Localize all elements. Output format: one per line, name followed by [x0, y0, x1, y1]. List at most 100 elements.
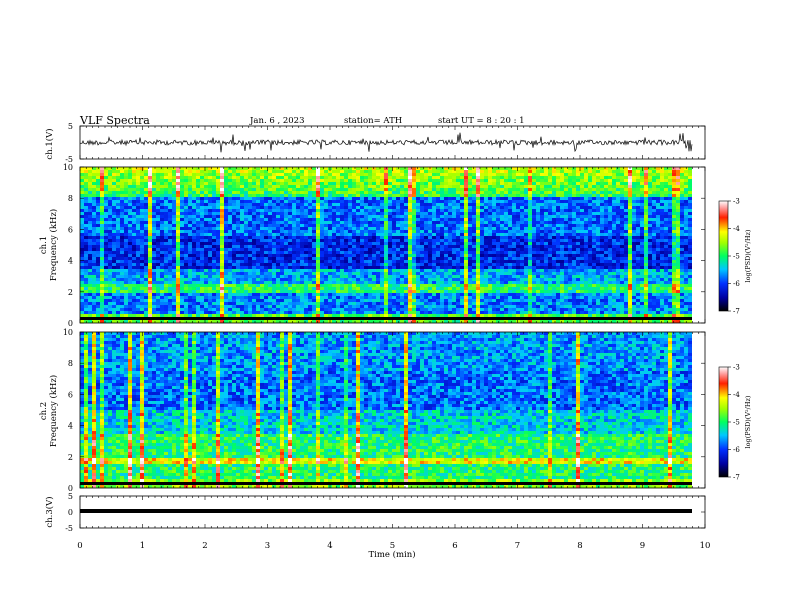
spectrogram-cell	[540, 203, 544, 206]
spectrogram-cell	[168, 203, 172, 206]
spectrogram-cell	[500, 191, 504, 194]
spectrogram-cell	[680, 257, 684, 260]
spectrogram-cell	[432, 191, 436, 194]
spectrogram-cell	[276, 221, 280, 224]
spectrogram-cell	[124, 248, 128, 251]
spectrogram-cell	[304, 203, 308, 206]
spectrogram-cell	[676, 260, 680, 263]
spectrogram-cell	[240, 209, 244, 212]
spectrogram-cell	[464, 218, 468, 221]
spectrogram-cell	[336, 248, 340, 251]
spectrogram-cell	[328, 170, 332, 173]
spectrogram-cell	[404, 167, 408, 170]
spectrogram-cell	[628, 260, 632, 263]
spectrogram-cell	[268, 209, 272, 212]
spectrogram-cell	[420, 197, 424, 200]
spectrogram-cell	[560, 251, 564, 254]
spectrogram-cell	[548, 236, 552, 239]
spectrogram-cell	[448, 200, 452, 203]
spectrogram-cell	[204, 203, 208, 206]
spectrogram-cell	[304, 245, 308, 248]
spectrogram-cell	[496, 170, 500, 173]
spectrogram-cell	[592, 242, 596, 245]
spectrogram-cell	[192, 236, 196, 239]
spectrogram-cell	[264, 239, 268, 242]
spectrogram-cell	[416, 173, 420, 176]
spectrogram-cell	[332, 257, 336, 260]
spectrogram-cell	[100, 239, 104, 242]
spectrogram-cell	[636, 260, 640, 263]
spectrogram-cell	[228, 263, 232, 266]
spectrogram-cell	[296, 260, 300, 263]
spectrogram-cell	[100, 167, 104, 170]
spectrogram-cell	[188, 200, 192, 203]
spectrogram-cell	[364, 218, 368, 221]
spectrogram-cell	[228, 248, 232, 251]
spectrogram-cell	[552, 200, 556, 203]
spectrogram-cell	[376, 248, 380, 251]
spectrogram-cell	[192, 215, 196, 218]
spectrogram-cell	[448, 218, 452, 221]
spectrogram-cell	[380, 176, 384, 179]
spectrogram-cell	[236, 206, 240, 209]
spectrogram-cell	[276, 257, 280, 260]
spectrogram-cell	[168, 227, 172, 230]
spectrogram-cell	[116, 245, 120, 248]
spectrogram-cell	[184, 236, 188, 239]
spectrogram-cell	[272, 221, 276, 224]
spectrogram-cell	[592, 212, 596, 215]
spectrogram-cell	[480, 179, 484, 182]
spectrogram-cell	[88, 197, 92, 200]
spectrogram-cell	[640, 254, 644, 257]
spectrogram-cell	[560, 230, 564, 233]
spectrogram-cell	[616, 233, 620, 236]
spectrogram-cell	[80, 176, 84, 179]
spectrogram-cell	[540, 215, 544, 218]
spectrogram-cell	[272, 203, 276, 206]
spectrogram-cell	[580, 221, 584, 224]
spectrogram-cell	[176, 218, 180, 221]
spectrogram-cell	[232, 212, 236, 215]
spectrogram-cell	[528, 170, 532, 173]
spectrogram-cell	[544, 200, 548, 203]
spectrogram-cell	[416, 248, 420, 251]
spectrogram-cell	[176, 248, 180, 251]
spectrogram-cell	[616, 215, 620, 218]
spectrogram-cell	[488, 245, 492, 248]
spectrogram-cell	[568, 230, 572, 233]
spectrogram-cell	[312, 239, 316, 242]
spectrogram-cell	[544, 206, 548, 209]
spectrogram-cell	[368, 197, 372, 200]
spectrogram-cell	[260, 170, 264, 173]
spectrogram-cell	[328, 263, 332, 266]
spectrogram-cell	[608, 212, 612, 215]
spectrogram-cell	[360, 176, 364, 179]
spectrogram-cell	[428, 212, 432, 215]
spectrogram-cell	[544, 227, 548, 230]
spectrogram-cell	[124, 182, 128, 185]
spectrogram-cell	[432, 233, 436, 236]
spectrogram-cell	[584, 209, 588, 212]
spectrogram-cell	[104, 257, 108, 260]
spectrogram-cell	[452, 206, 456, 209]
spectrogram-cell	[344, 185, 348, 188]
spectrogram-cell	[688, 215, 692, 218]
spectrogram-cell	[268, 233, 272, 236]
spectrogram-cell	[112, 242, 116, 245]
spectrogram-cell	[500, 242, 504, 245]
spectrogram-cell	[376, 185, 380, 188]
spectrogram-cell	[524, 218, 528, 221]
spectrogram-cell	[416, 203, 420, 206]
spectrogram-cell	[452, 239, 456, 242]
spectrogram-cell	[456, 197, 460, 200]
spectrogram-cell	[656, 182, 660, 185]
spectrogram-cell	[368, 242, 372, 245]
spectrogram-cell	[500, 218, 504, 221]
spectrogram-cell	[300, 170, 304, 173]
spectrogram-cell	[132, 221, 136, 224]
spectrogram-cell	[388, 245, 392, 248]
spectrogram-cell	[204, 224, 208, 227]
spectrogram-cell	[344, 230, 348, 233]
spectrogram-cell	[300, 167, 304, 170]
spectrogram-cell	[468, 245, 472, 248]
